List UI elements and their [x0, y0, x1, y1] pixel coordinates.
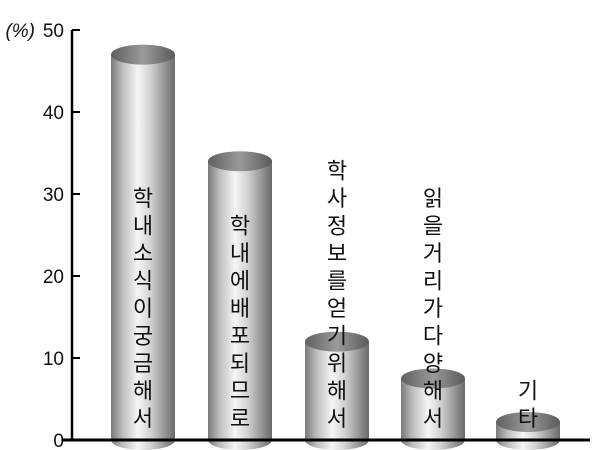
y-tick-label: 0 — [53, 431, 64, 450]
y-tick-label: 30 — [43, 185, 64, 206]
bar-top — [305, 331, 369, 352]
bar-top — [496, 411, 560, 432]
bars: 학 내 소 식 이 궁 금 해 서 학 내 에 배 포 되 므 로 학 사 정 보 를 얻 기 위 해 서 읽 을 거 리 가 다 양 해 서기 타 — [111, 44, 560, 450]
y-tick-label: 50 — [43, 21, 64, 42]
y-axis: 0 10 20 30 40 50 (%) — [5, 21, 80, 450]
y-tick-label: 20 — [43, 267, 64, 288]
bar-top — [208, 151, 272, 172]
bar-body — [208, 161, 272, 450]
y-tick-label: 10 — [43, 349, 64, 370]
bar-top — [401, 368, 465, 389]
bar-body — [401, 378, 465, 450]
bar-top — [111, 44, 175, 65]
bar-body — [111, 54, 175, 450]
y-unit-label: (%) — [5, 21, 35, 42]
y-tick-label: 40 — [43, 103, 64, 124]
bar-body — [305, 341, 369, 450]
